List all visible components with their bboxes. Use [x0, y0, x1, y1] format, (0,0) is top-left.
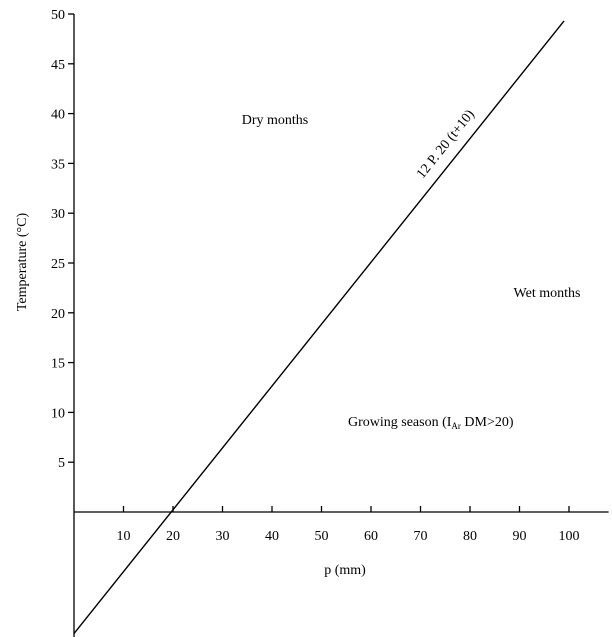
- x-tick-label: 50: [315, 529, 329, 544]
- y-axis-title: Temperature (°C): [15, 213, 30, 312]
- growing-season-label: Growing season (IAr DM>20): [348, 415, 514, 431]
- x-axis-ticks: 10 20 30 40 50 60 70 80 90 100: [117, 506, 580, 544]
- x-tick-label: 20: [166, 529, 180, 544]
- series-label: 12 P. 20 (t+10): [414, 107, 478, 182]
- x-tick-label: 70: [414, 529, 428, 544]
- x-tick-label: 40: [265, 529, 279, 544]
- x-tick-label: 100: [559, 529, 580, 544]
- y-tick-label: 45: [51, 58, 65, 73]
- growing-season-label-subscript: Ar: [451, 421, 461, 431]
- y-axis-ticks: 5 10 15 20 25 30 35 40 45 50: [51, 8, 74, 471]
- y-tick-label: 50: [51, 8, 65, 23]
- x-axis-title: p (mm): [324, 563, 366, 578]
- growing-season-label-prefix: Growing season (I: [348, 415, 452, 430]
- x-tick-label: 90: [513, 529, 527, 544]
- y-tick-label: 10: [51, 406, 65, 421]
- dry-months-label: Dry months: [242, 113, 309, 128]
- x-tick-label: 30: [216, 529, 230, 544]
- axes: 10 20 30 40 50 60 70 80 90 100 510152025303540455…: [51, 8, 609, 637]
- y-tick-label: 40: [51, 108, 65, 123]
- wet-months-label: Wet months: [514, 286, 581, 301]
- x-tick-label: 80: [463, 529, 477, 544]
- growing-season-label-suffix: DM>20): [461, 415, 514, 430]
- y-tick-label: 20: [51, 307, 65, 322]
- y-tick-label: 15: [51, 357, 65, 372]
- series-line: [73, 20, 565, 634]
- y-tick-label: 25: [51, 257, 65, 272]
- x-tick-label: 60: [364, 529, 378, 544]
- y-tick-label: 5: [58, 456, 65, 471]
- y-tick-label: 30: [51, 207, 65, 222]
- y-tick-label: 35: [51, 157, 65, 172]
- x-tick-label: 10: [117, 529, 131, 544]
